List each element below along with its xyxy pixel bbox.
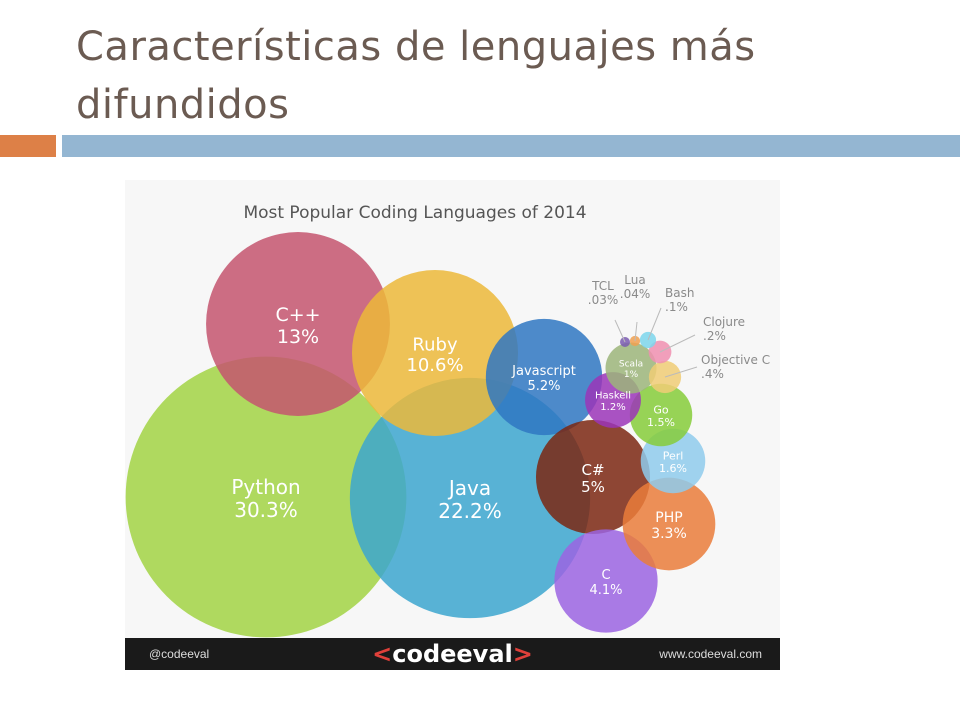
- bubble-go: [629, 383, 693, 447]
- bubble-value-java: 22.2%: [438, 499, 502, 523]
- bubble-python: [125, 356, 407, 638]
- bubble-label-ruby: Ruby: [412, 334, 458, 355]
- bubble-chart: Most Popular Coding Languages of 2014 Py…: [125, 180, 780, 670]
- leader-line-2: [647, 307, 662, 341]
- bubble-label-objective-c: Objective C: [701, 353, 770, 367]
- bubble-value-go: 1.5%: [647, 416, 675, 429]
- bubble-value-lua: .04%: [620, 287, 651, 301]
- chart-footer: @codeeval <codeeval> www.codeeval.com: [125, 638, 780, 670]
- bubble-value-clojure: .2%: [703, 329, 726, 343]
- bubble-php: [622, 477, 716, 571]
- leader-line-0: [614, 319, 626, 343]
- bubble-label-python: Python: [231, 475, 300, 499]
- footer-website: www.codeeval.com: [659, 647, 762, 661]
- logo-bracket-right: >: [512, 640, 533, 668]
- bubble-value-c-: 13%: [277, 326, 319, 348]
- bubble-value-c-: 5%: [581, 478, 605, 496]
- bubble-label-c-: C#: [581, 461, 604, 479]
- bubble-label-haskell: Haskell: [595, 391, 631, 402]
- bubble-label-scala: Scala: [619, 360, 643, 370]
- leader-line-3: [659, 334, 696, 353]
- logo-bracket-left: <: [372, 640, 393, 668]
- bubble-label-lua: Lua: [624, 273, 645, 287]
- bubble-chart-svg: Most Popular Coding Languages of 2014 Py…: [125, 203, 770, 638]
- bubble-java: [349, 377, 591, 619]
- bubble-javascript: [485, 318, 603, 436]
- bubble-label-clojure: Clojure: [703, 315, 745, 329]
- footer-handle: @codeeval: [149, 647, 210, 661]
- bubble-value-javascript: 5.2%: [527, 379, 560, 394]
- bubble-label-tcl: TCL: [591, 279, 614, 293]
- bubble-label-javascript: Javascript: [511, 364, 576, 379]
- bubble-scala: [605, 342, 657, 394]
- logo-text: codeeval: [392, 640, 513, 668]
- title-accent-bar-blue: [62, 135, 960, 157]
- title-accent-bar-orange: [0, 135, 56, 157]
- bubble-c: [554, 529, 658, 633]
- chart-title: Most Popular Coding Languages of 2014: [243, 203, 586, 223]
- leader-line-1: [634, 321, 638, 342]
- bubble-value-haskell: 1.2%: [600, 402, 625, 413]
- bubble-label-c-: C++: [275, 304, 320, 326]
- bubble-value-c: 4.1%: [589, 583, 622, 598]
- bubble-ruby: [351, 269, 519, 437]
- bubble-label-bash: Bash: [665, 286, 694, 300]
- bubble-label-perl: Perl: [663, 449, 684, 462]
- bubble-c-: [535, 419, 651, 535]
- bubble-c-: [206, 232, 390, 416]
- codeeval-logo: <codeeval>: [125, 640, 780, 668]
- bubble-value-scala: 1%: [624, 370, 639, 380]
- bubble-value-php: 3.3%: [651, 526, 687, 542]
- bubble-label-go: Go: [653, 403, 669, 416]
- slide-title: Características de lenguajes más difundi…: [76, 24, 756, 128]
- bubble-label-java: Java: [447, 476, 491, 500]
- bubble-value-ruby: 10.6%: [406, 355, 463, 376]
- leader-line-4: [664, 366, 698, 378]
- bubble-value-perl: 1.6%: [659, 462, 687, 475]
- bubble-value-tcl: .03%: [588, 293, 619, 307]
- bubble-value-python: 30.3%: [234, 498, 298, 522]
- bubble-label-php: PHP: [655, 510, 682, 526]
- bubble-value-bash: .1%: [665, 300, 688, 314]
- bubble-value-objective-c: .4%: [701, 367, 724, 381]
- bubble-label-c: C: [601, 568, 610, 583]
